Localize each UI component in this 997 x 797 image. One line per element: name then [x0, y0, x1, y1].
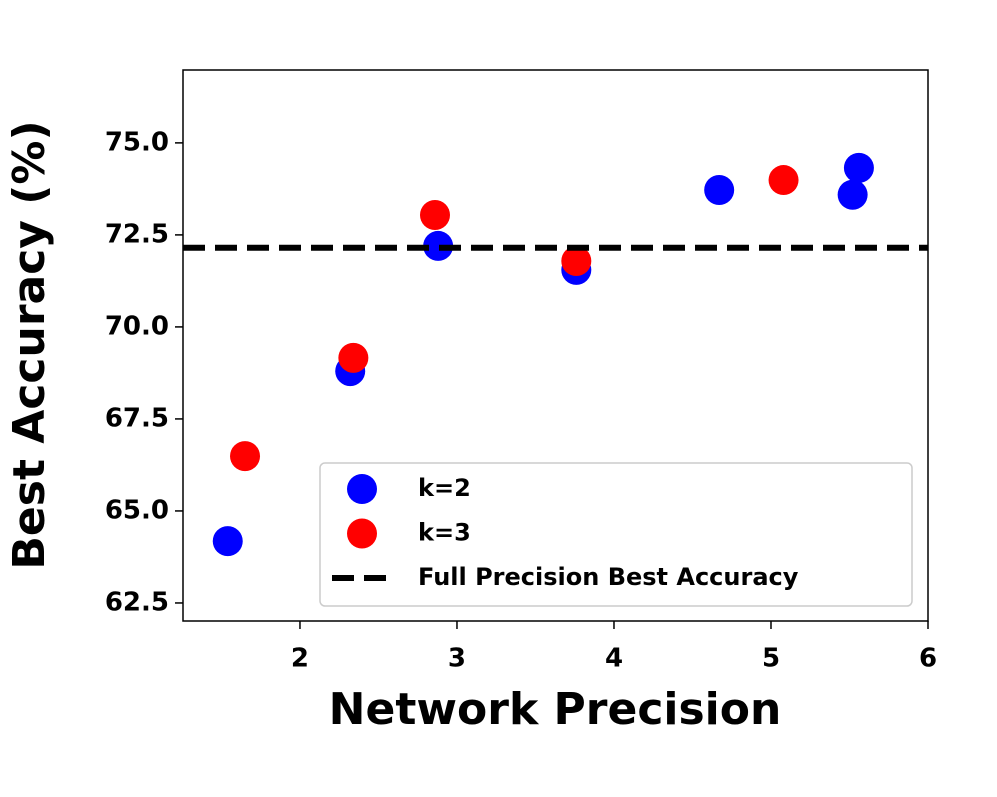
plot-frame — [182, 69, 929, 622]
y-tick-label: 70.0 — [105, 311, 169, 341]
x-axis-label: Network Precision — [329, 684, 782, 735]
x-tick-label: 6 — [919, 644, 937, 674]
y-tick-label: 75.0 — [105, 127, 169, 157]
point — [212, 526, 243, 557]
point — [837, 179, 868, 210]
point — [704, 174, 735, 205]
y-axis-label: Best Accuracy (%) — [4, 120, 55, 569]
x-tick-label: 2 — [291, 644, 309, 674]
point — [230, 441, 261, 472]
point — [423, 230, 454, 261]
y-tick-label: 65.0 — [105, 495, 169, 525]
legend-marker — [347, 518, 377, 549]
point — [338, 342, 369, 373]
point — [419, 200, 450, 231]
y-tick-label: 72.5 — [105, 219, 169, 249]
x-tick-label: 4 — [605, 644, 623, 674]
legend-label: k=3 — [418, 519, 471, 547]
x-tick-label: 5 — [762, 644, 780, 674]
point — [768, 165, 799, 196]
legend-marker — [347, 474, 377, 504]
legend-label: k=2 — [418, 474, 471, 502]
point — [843, 152, 874, 183]
point — [561, 246, 592, 277]
y-tick-label: 67.5 — [105, 403, 169, 433]
x-tick-label: 3 — [448, 644, 466, 674]
legend-label: Full Precision Best Accuracy — [418, 563, 799, 591]
y-tick-label: 62.5 — [105, 587, 169, 617]
legend-box — [319, 462, 913, 607]
